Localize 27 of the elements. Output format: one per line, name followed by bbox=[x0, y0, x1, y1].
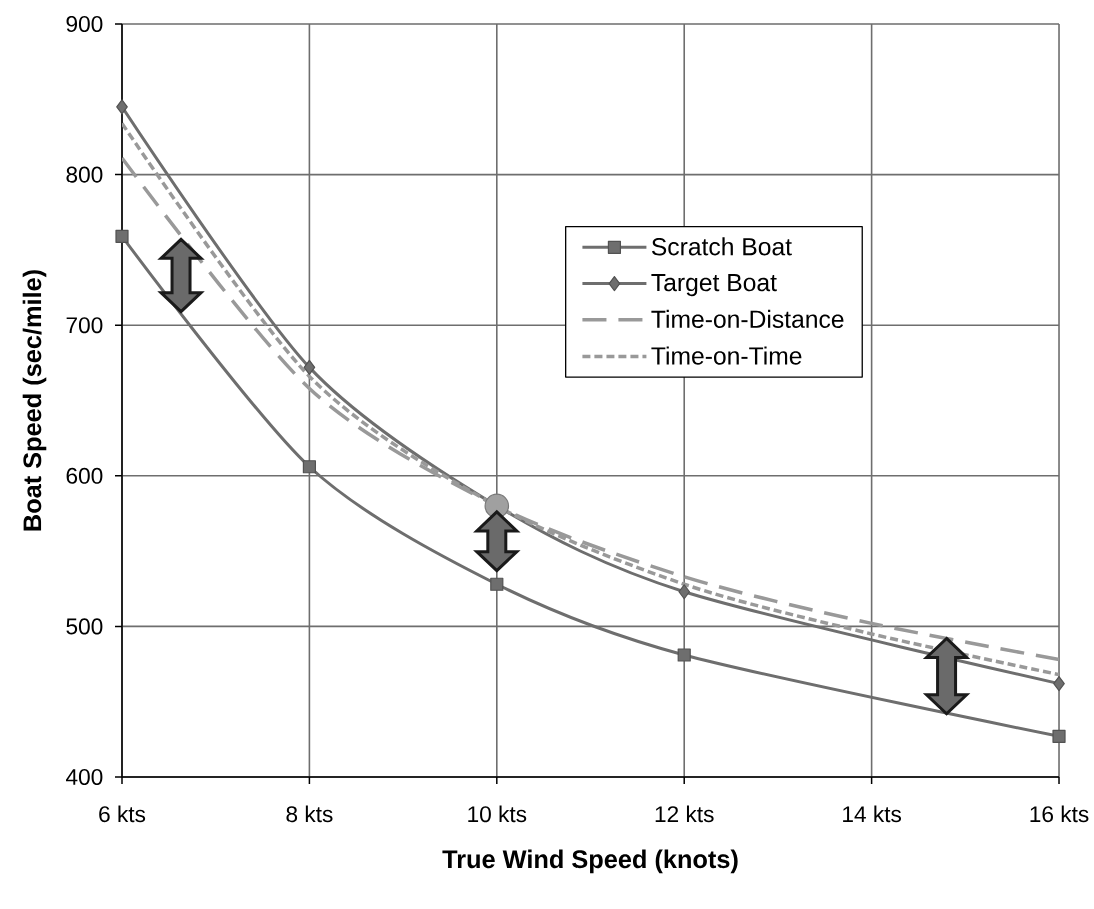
legend-label: Time-on-Distance bbox=[651, 309, 844, 328]
x-tick-label: 10 kts bbox=[468, 805, 527, 823]
x-tick-label: 8 kts bbox=[286, 805, 333, 823]
y-axis-title: Boat Speed (sec/mile) bbox=[22, 270, 47, 531]
point bbox=[115, 229, 129, 243]
point bbox=[490, 577, 504, 591]
point bbox=[303, 359, 316, 375]
legend-label: Target Boat bbox=[651, 274, 777, 297]
point bbox=[302, 460, 316, 474]
y-tick-label: 500 bbox=[66, 618, 103, 635]
x-tick-label: 6 kts bbox=[99, 805, 146, 823]
x-axis-title: True Wind Speed (knots) bbox=[442, 849, 738, 874]
y-tick-label: 600 bbox=[66, 467, 103, 484]
x-tick-label: 12 kts bbox=[655, 805, 714, 823]
point bbox=[1053, 676, 1065, 692]
legend-label: Time-on-Time bbox=[651, 346, 802, 365]
y-tick-label: 700 bbox=[66, 317, 103, 334]
x-tick-label: 16 kts bbox=[1030, 805, 1089, 823]
point bbox=[678, 584, 691, 600]
point bbox=[677, 648, 691, 662]
point bbox=[1052, 729, 1066, 743]
x-tick-label: 14 kts bbox=[843, 805, 902, 823]
point bbox=[116, 99, 128, 115]
y-tick-label: 900 bbox=[66, 15, 103, 33]
y-tick-label: 800 bbox=[66, 166, 103, 183]
y-tick-label: 400 bbox=[66, 768, 103, 786]
legend-label: Scratch Boat bbox=[651, 237, 792, 256]
